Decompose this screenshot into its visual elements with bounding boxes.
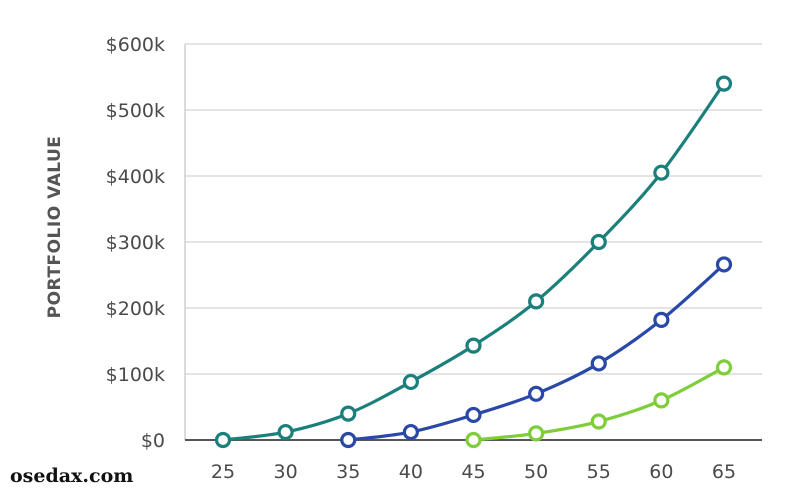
data-point-series-3: [653, 392, 670, 409]
y-tick-label: $600k: [106, 34, 165, 56]
data-point-series-1: [653, 164, 670, 181]
series-line-2: [346, 262, 726, 442]
data-point-series-1: [590, 233, 607, 251]
x-tick-label: 40: [399, 461, 423, 483]
y-tick-label: $100k: [106, 364, 165, 386]
y-tick-labels: $0 $100k $200k $300k $400k $500k $600k: [106, 34, 165, 452]
data-point-series-3: [528, 425, 545, 442]
data-markers: [214, 75, 733, 449]
x-tick-label: 45: [461, 461, 485, 483]
data-point-series-1: [715, 75, 733, 92]
x-tick-label: 50: [524, 461, 548, 483]
x-tick-label: 25: [211, 461, 235, 483]
data-point-series-1: [277, 423, 294, 441]
data-point-series-3: [465, 431, 482, 449]
data-point-series-2: [653, 311, 670, 328]
data-point-series-1: [214, 431, 232, 449]
data-point-series-2: [715, 256, 733, 273]
grid-lines: [185, 43, 762, 375]
series-lines: [221, 82, 726, 442]
y-tick-label: $400k: [106, 166, 165, 188]
data-point-series-3: [590, 413, 607, 430]
x-tick-label: 65: [712, 461, 736, 483]
data-point-series-1: [340, 405, 357, 422]
x-tick-label: 55: [587, 461, 611, 483]
watermark-text: osedax.com: [10, 465, 134, 487]
x-tick-label: 60: [649, 461, 673, 483]
data-point-series-1: [465, 337, 482, 354]
y-tick-label: $500k: [106, 100, 165, 122]
data-point-series-2: [528, 385, 545, 402]
y-tick-label: $300k: [106, 232, 165, 254]
data-point-series-1: [528, 293, 545, 310]
y-axis-title: PORTFOLIO VALUE: [45, 136, 65, 319]
data-point-series-1: [402, 373, 419, 391]
data-point-series-3: [715, 359, 733, 376]
x-tick-label: 35: [336, 461, 360, 483]
data-point-series-2: [465, 406, 482, 424]
data-point-series-2: [402, 423, 419, 441]
x-tick-label: 30: [274, 461, 298, 483]
y-tick-label: $0: [141, 430, 165, 452]
series-line-1: [221, 82, 726, 442]
y-tick-label: $200k: [106, 298, 165, 320]
x-tick-labels: 25 30 35 40 45 50 55 60 65: [211, 461, 736, 483]
data-point-series-2: [590, 355, 607, 372]
data-point-series-2: [340, 431, 357, 449]
